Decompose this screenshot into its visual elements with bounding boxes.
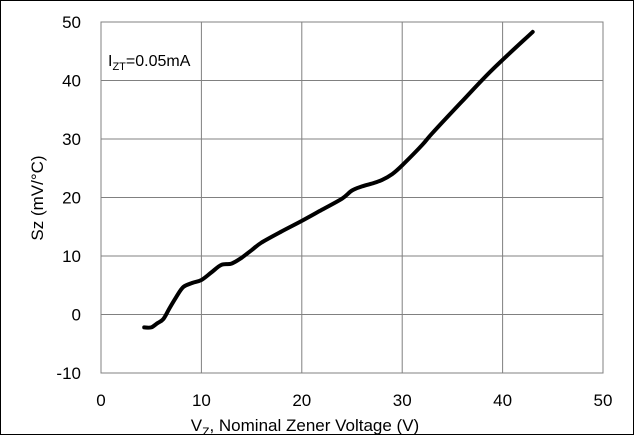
annotation-label-rest: =0.05mA [126,53,191,70]
series-layer [142,29,535,330]
x-tick-label: 0 [96,391,105,410]
annotation-label: IZT=0.05mA [108,53,191,73]
annotation-box: IZT=0.05mA [108,53,191,73]
y-tick-label: 0 [72,306,81,325]
x-axis-title-rest: , Nominal Zener Voltage (V) [209,416,419,435]
y-tick-label: 10 [62,247,81,266]
annotation-label-main: I [108,53,112,70]
series-line [142,29,535,330]
y-axis-title: Sz (mV/°C) [28,155,47,240]
x-tick-label: 50 [594,391,613,410]
y-tick-label: 20 [62,189,81,208]
x-axis-title-main: V [191,416,203,435]
annotation-label-subscript: ZT [112,61,126,73]
x-tick-label: 20 [292,391,311,410]
y-tick-label: -10 [56,364,81,383]
x-tick-label: 30 [393,391,412,410]
tick-label-layer: 0 10 20 30 40 50 -10 0 10 20 30 40 50 [56,13,612,410]
y-tick-label: 30 [62,130,81,149]
y-tick-label: 40 [62,72,81,91]
x-axis-title: VZ, Nominal Zener Voltage (V) [191,416,419,435]
plot-area-frame [100,21,604,374]
x-tick-label: 40 [493,391,512,410]
x-axis-title-subscript: Z [202,425,209,435]
y-tick-label: 50 [62,13,81,32]
x-tick-label: 10 [192,391,211,410]
